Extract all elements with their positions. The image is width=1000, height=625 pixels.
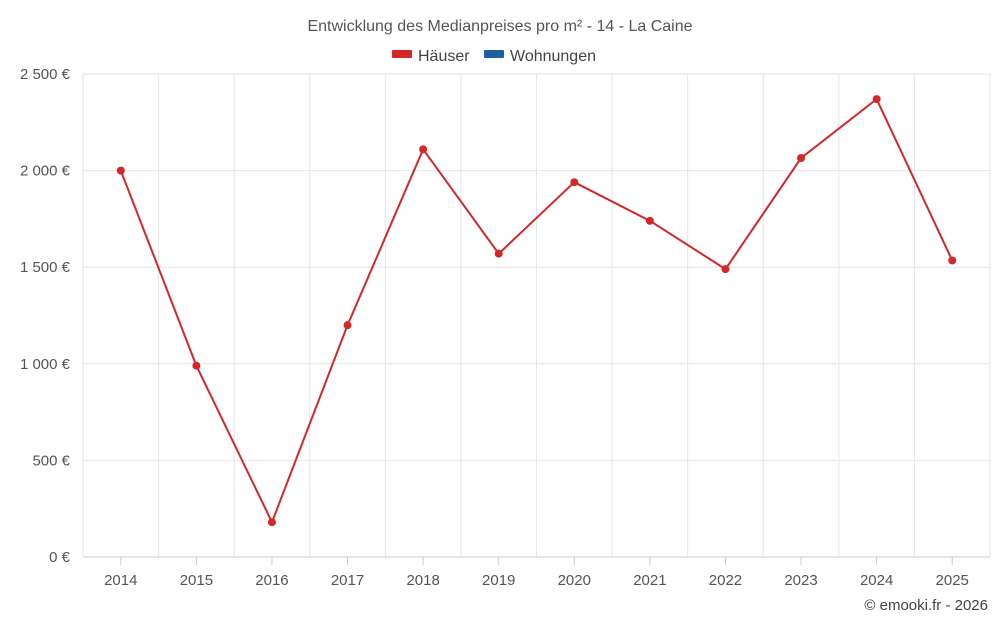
legend-swatch-haeuser [392, 50, 412, 58]
x-tick-label: 2020 [558, 572, 591, 589]
series-haeuser [116, 95, 957, 527]
data-point[interactable] [267, 518, 276, 527]
data-point[interactable] [872, 95, 881, 104]
y-tick-label: 2 000 € [20, 163, 71, 180]
y-tick-label: 0 € [49, 549, 71, 566]
y-tick-label: 2 500 € [20, 66, 71, 83]
legend[interactable]: Häuser Wohnungen [392, 48, 596, 65]
x-tick-label: 2025 [936, 572, 969, 589]
x-tick-label: 2015 [180, 572, 213, 589]
x-tick-label: 2024 [860, 572, 893, 589]
data-point[interactable] [343, 321, 352, 330]
x-tick-label: 2019 [482, 572, 515, 589]
legend-label-haeuser: Häuser [418, 48, 470, 65]
x-tick-label: 2022 [709, 572, 742, 589]
x-tick-label: 2017 [331, 572, 364, 589]
data-point[interactable] [721, 265, 730, 274]
data-point[interactable] [192, 361, 201, 370]
y-tick-label: 1 000 € [20, 356, 71, 373]
data-point[interactable] [948, 256, 957, 265]
x-tick-label: 2021 [633, 572, 666, 589]
x-tick-label: 2014 [104, 572, 137, 589]
credit-text: © emooki.fr - 2026 [864, 597, 988, 614]
legend-item-wohnungen[interactable]: Wohnungen [484, 48, 596, 65]
data-point[interactable] [797, 154, 806, 163]
data-point[interactable] [419, 145, 428, 154]
y-tick-label: 500 € [32, 452, 70, 469]
legend-item-haeuser[interactable]: Häuser [392, 48, 470, 65]
y-axis-ticks: 0 € 500 € 1 000 € 1 500 € 2 000 € 2 500 € [20, 66, 71, 566]
legend-swatch-wohnungen [484, 50, 504, 58]
chart-title: Entwicklung des Medianpreises pro m² - 1… [307, 18, 692, 35]
data-point[interactable] [116, 166, 125, 175]
data-point[interactable] [645, 216, 654, 225]
y-tick-label: 1 500 € [20, 259, 71, 276]
series-line [119, 98, 954, 524]
data-point[interactable] [494, 249, 503, 258]
x-tick-label: 2018 [406, 572, 439, 589]
gridlines [82, 73, 991, 558]
data-point[interactable] [570, 178, 579, 187]
x-tick-label: 2023 [784, 572, 817, 589]
legend-label-wohnungen: Wohnungen [510, 48, 596, 65]
x-axis-ticks: 2014 2015 2016 2017 2018 2019 2020 2021 2022 2023… [104, 557, 969, 589]
x-tick-label: 2016 [255, 572, 288, 589]
